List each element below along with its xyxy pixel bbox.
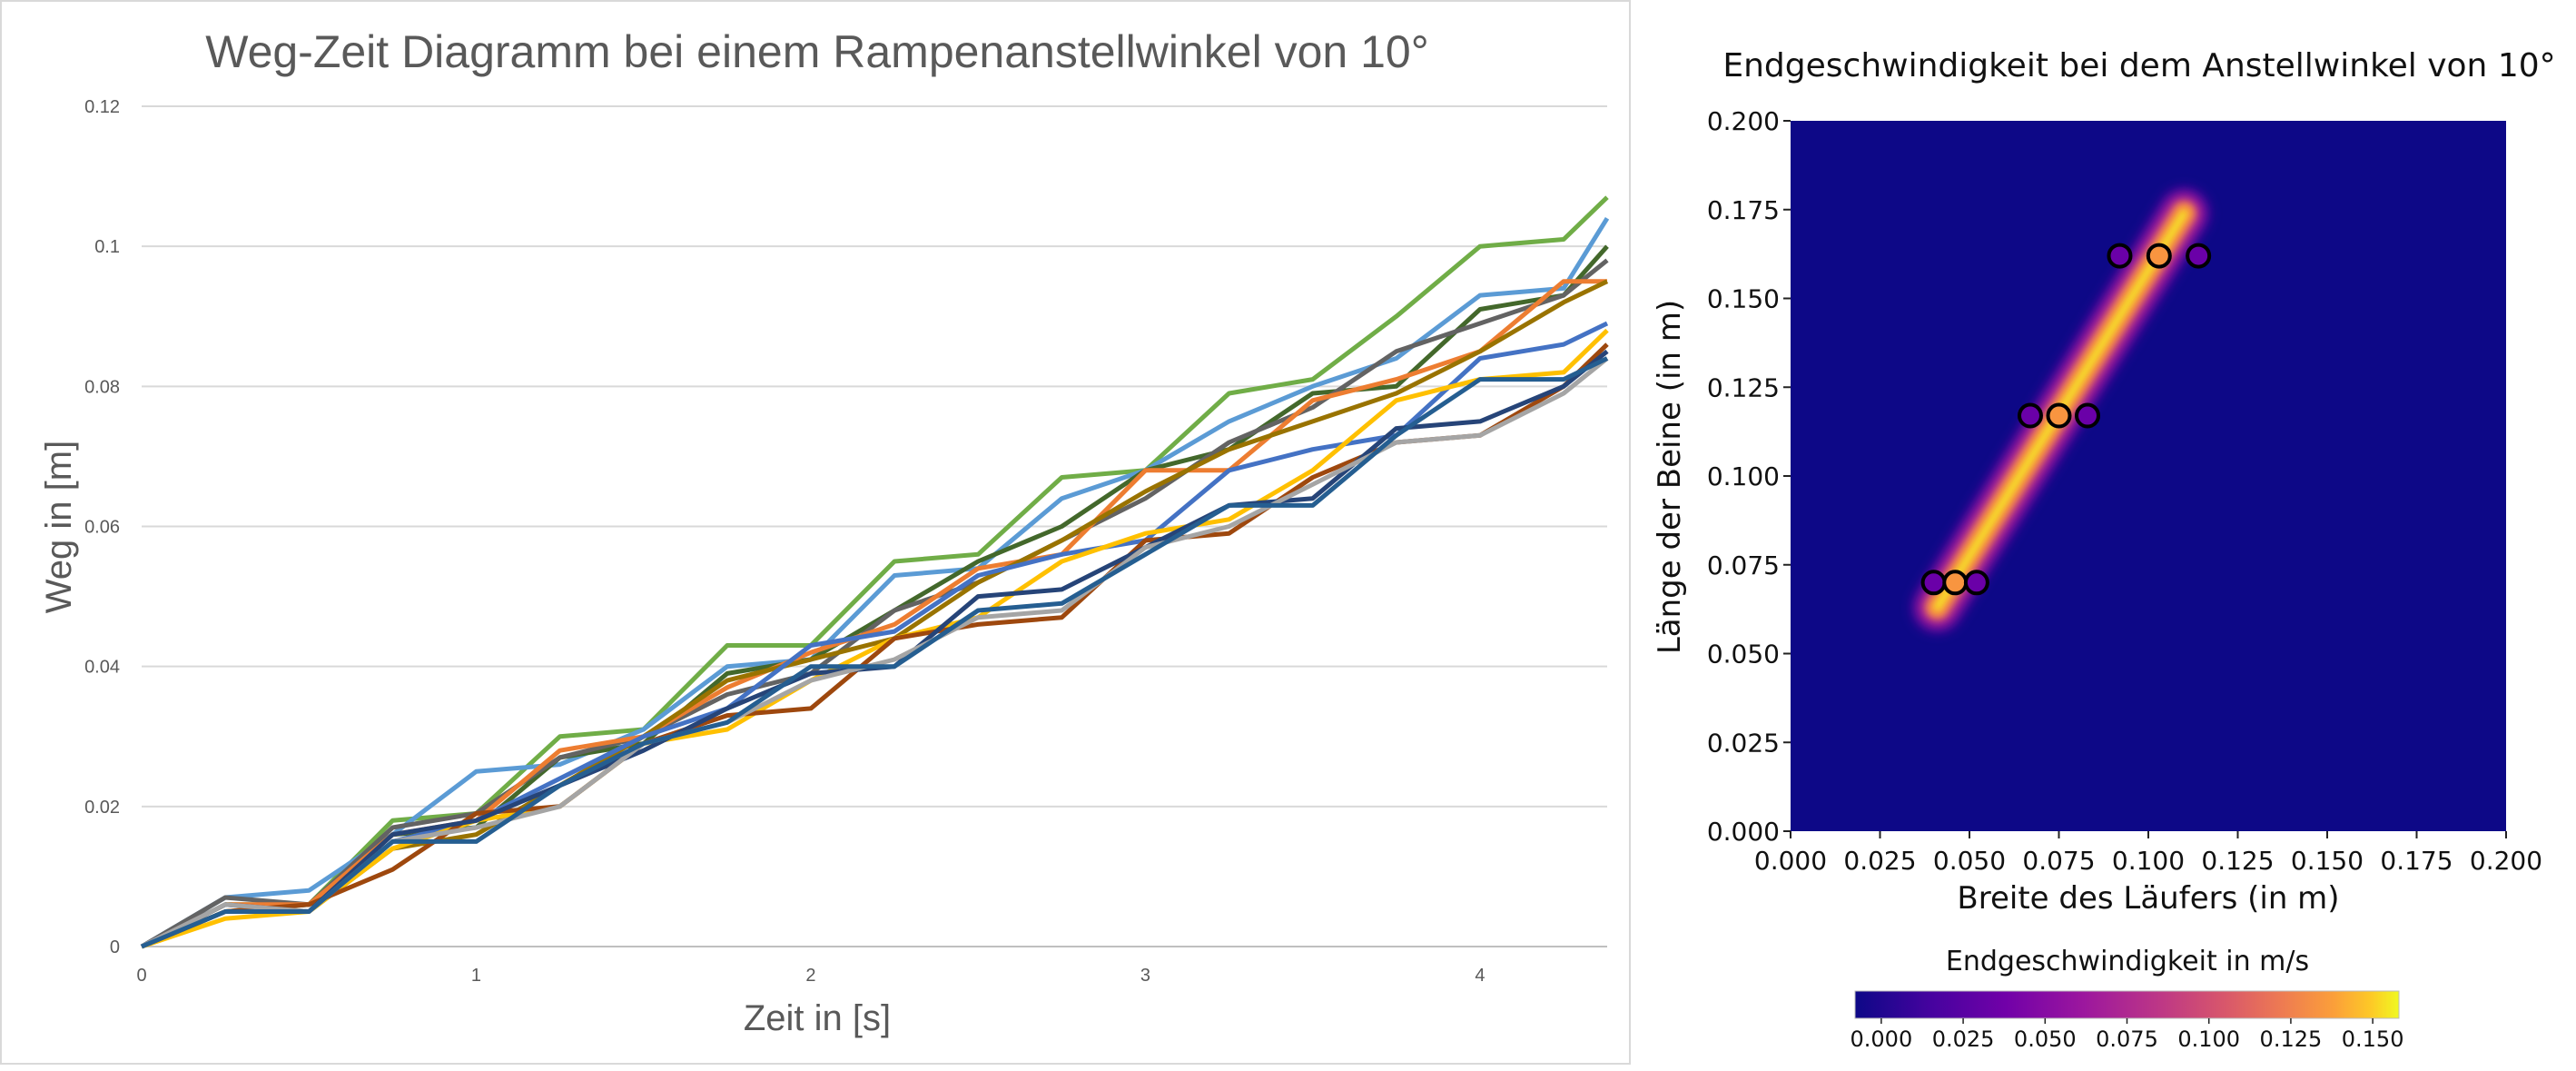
chart-title: Weg-Zeit Diagramm bei einem Rampenanstel… [205,26,1428,77]
data-point [2017,402,2043,429]
x-tick-label: 3 [1140,966,1150,986]
x-tick-label: 0.150 [2291,846,2364,876]
y-tick-label: 0.200 [1707,106,1780,136]
series-line-4 [140,258,1609,949]
data-point [1920,570,1947,596]
colorbar-tick-label: 0.125 [2260,1026,2323,1052]
y-tick-label: 0.000 [1707,817,1780,847]
y-tick-label: 0.06 [84,518,120,538]
colorbar-label: Endgeschwindigkeit in m/s [1946,946,2309,977]
x-tick-label: 0.050 [1933,846,2006,876]
x-tick-label: 0.200 [2470,846,2542,876]
endgeschwindigkeit-heatmap: Endgeschwindigkeit bei dem Anstellwinkel… [1652,47,2556,1052]
weg-zeit-chart: Weg-Zeit Diagramm bei einem Rampenanstel… [39,26,1610,1038]
y-tick-label: 0.08 [84,377,120,397]
y-tick-label: 0.02 [84,798,120,818]
data-point [2146,243,2172,269]
colorbar-tick-label: 0.100 [2177,1026,2240,1052]
x-tick-label: 0.075 [2022,846,2095,876]
series-line-5 [140,279,1607,949]
endgeschwindigkeit-heatmap-panel: Endgeschwindigkeit bei dem Anstellwinkel… [1634,0,2576,1067]
data-point [2075,402,2101,429]
colorbar-tick-label: 0.075 [2096,1026,2158,1052]
x-tick-label: 0.125 [2201,846,2274,876]
x-tick-label: 0.025 [1843,846,1916,876]
data-point [2186,243,2212,269]
x-axis-label: Breite des Läufers (in m) [1957,880,2339,917]
y-tick-label: 0.04 [84,658,120,678]
y-axis-label: Weg in [m] [39,441,79,613]
x-tick-label: 1 [471,966,481,986]
x-axis-label: Zeit in [s] [744,998,891,1038]
colorbar-tick-label: 0.025 [1932,1026,1995,1052]
y-tick-label: 0.12 [84,97,120,117]
x-tick-label: 4 [1475,966,1485,986]
y-tick-label: 0.075 [1707,550,1780,580]
y-tick-label: 0.150 [1707,284,1780,314]
y-axis-label: Länge der Beine (in m) [1652,300,1688,654]
y-tick-label: 0.050 [1707,640,1780,669]
y-tick-label: 0.175 [1707,195,1780,225]
data-point [1942,570,1969,596]
data-point [1963,570,1989,596]
series-line-1 [140,195,1609,949]
colorbar-tick-label: 0.050 [2014,1026,2077,1052]
colorbar [1854,990,2400,1019]
heatmap-title: Endgeschwindigkeit bei dem Anstellwinkel… [1722,47,2555,84]
x-tick-label: 0.175 [2380,846,2453,876]
x-tick-label: 0 [136,966,146,986]
y-tick-label: 0.025 [1707,728,1780,758]
data-point [2046,402,2072,429]
x-tick-label: 2 [805,966,815,986]
y-tick-label: 0.100 [1707,461,1780,491]
x-tick-label: 0.100 [2112,846,2185,876]
series-line-12 [141,356,1609,949]
y-tick-label: 0.1 [94,237,120,257]
weg-zeit-chart-panel: Weg-Zeit Diagramm bei einem Rampenanstel… [0,0,1631,1065]
y-tick-label: 0.125 [1707,372,1780,402]
x-tick-label: 0.000 [1754,846,1827,876]
colorbar-tick-label: 0.150 [2342,1026,2404,1052]
data-point [2107,243,2133,269]
y-tick-label: 0 [110,937,120,957]
colorbar-tick-label: 0.000 [1851,1026,1913,1052]
